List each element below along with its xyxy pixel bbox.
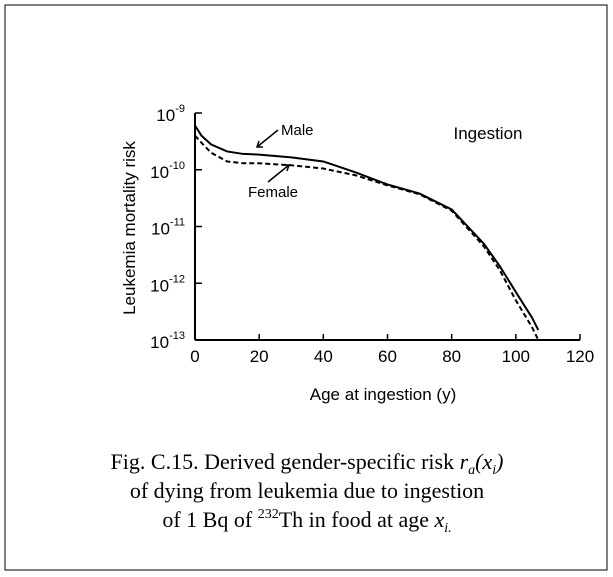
- frame: [4, 4, 608, 571]
- y-tick-label: 10-12: [150, 273, 185, 295]
- y-tick-base: 10: [150, 333, 169, 352]
- annotation: Male: [281, 122, 314, 139]
- series-line: [194, 125, 540, 331]
- y-tick-exponent: -11: [170, 217, 185, 229]
- x-tick-label: 20: [250, 347, 269, 366]
- caption-text: Fig. C.15. Derived gender-specific risk: [111, 449, 460, 474]
- x-tick-label: 100: [502, 347, 530, 366]
- annotation: Ingestion: [454, 124, 523, 143]
- caption-line: of dying from leukemia due to ingestion: [130, 478, 484, 503]
- y-tick-exponent: -13: [169, 330, 185, 342]
- caption-text: of dying from leukemia due to ingestion: [130, 478, 484, 503]
- caption-text: i: [492, 463, 496, 478]
- y-tick-base: 10: [151, 220, 170, 239]
- caption: Fig. C.15. Derived gender-specific risk …: [111, 449, 504, 536]
- y-tick-exponent: -9: [175, 103, 185, 115]
- series-line: [194, 134, 540, 341]
- caption-text: x: [433, 507, 444, 532]
- caption-text: a: [468, 463, 475, 478]
- y-tick-base: 10: [150, 163, 169, 182]
- caption-text: ): [494, 449, 503, 474]
- x-tick-label: 120: [566, 347, 594, 366]
- arrow-head: [255, 140, 263, 148]
- x-tick-label: 60: [378, 347, 397, 366]
- y-tick-exponent: -12: [169, 273, 185, 285]
- x-tick-label: 0: [190, 347, 199, 366]
- caption-text: of 1 Bq of: [162, 507, 257, 532]
- caption-text: i.: [444, 521, 451, 536]
- arrow: [256, 129, 279, 148]
- caption-text: r: [460, 449, 469, 474]
- y-tick-label: 10-9: [156, 103, 185, 125]
- caption-text: (x: [475, 449, 492, 474]
- y-tick-base: 10: [156, 106, 175, 125]
- arrow: [267, 164, 290, 183]
- y-tick-label: 10-11: [151, 217, 185, 239]
- y-tick-label: 10-10: [150, 160, 185, 182]
- y-tick-label: 10-13: [150, 330, 185, 352]
- annotation: Female: [248, 184, 298, 201]
- y-tick-exponent: -10: [169, 160, 185, 172]
- arrow-head: [283, 164, 291, 172]
- x-axis-label: Age at ingestion (y): [310, 385, 456, 404]
- caption-text: 232: [258, 507, 279, 522]
- x-tick-label: 80: [442, 347, 461, 366]
- y-tick-base: 10: [150, 276, 169, 295]
- caption-line: Fig. C.15. Derived gender-specific risk …: [111, 449, 504, 478]
- caption-text: Th in food at age: [279, 507, 435, 532]
- x-tick-label: 40: [314, 347, 333, 366]
- arrows: [255, 129, 291, 183]
- y-axis-label: Leukemia mortality risk: [120, 141, 139, 315]
- caption-line: of 1 Bq of 232Th in food at age xi.: [162, 507, 451, 536]
